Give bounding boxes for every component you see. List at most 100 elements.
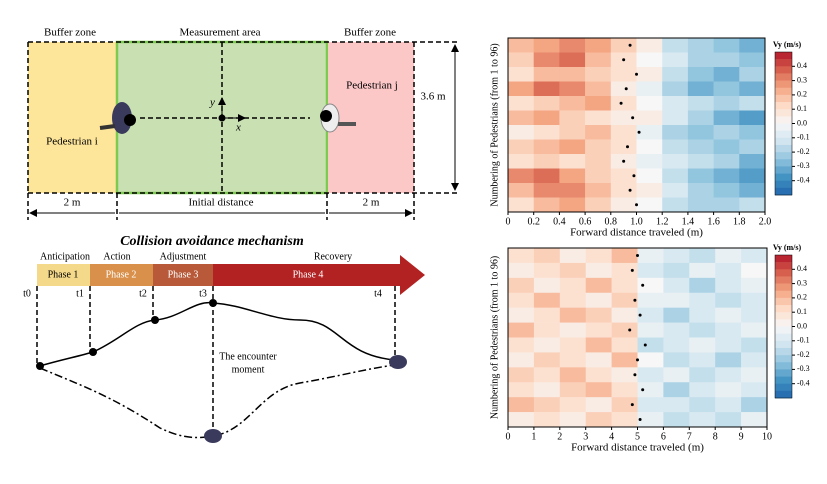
heat-cell — [508, 322, 535, 338]
colorbar-band — [775, 116, 792, 124]
heat-cell — [585, 96, 612, 111]
heat-cell — [741, 307, 768, 323]
heat-cell — [662, 125, 689, 140]
colorbar-band — [775, 94, 792, 103]
label: The encounter — [219, 351, 277, 362]
colorbar-band — [775, 66, 792, 74]
colorbar-band — [775, 340, 792, 349]
heat-cell — [508, 81, 534, 97]
label: x — [235, 122, 241, 134]
heat-cell — [687, 168, 714, 184]
heat-cell — [508, 248, 535, 264]
heat-cell — [585, 154, 612, 169]
heat-cell — [610, 139, 637, 155]
heat-cell — [533, 38, 560, 53]
heat-cell — [663, 322, 690, 338]
colorbar-tick-label: -0.1 — [797, 336, 810, 345]
colorbar-band — [775, 180, 792, 189]
heat-cell — [713, 183, 740, 198]
encounter-point — [641, 388, 645, 392]
heat-cell — [739, 168, 766, 184]
heat-cell — [559, 412, 586, 428]
encounter-point — [635, 72, 638, 76]
colorbar-band — [775, 130, 792, 139]
heat-cell — [636, 154, 663, 169]
heat-cell — [508, 38, 534, 53]
encounter-point — [638, 313, 642, 317]
heat-cell — [533, 292, 561, 308]
heat-cell — [533, 352, 561, 368]
x-tick-label: 0 — [506, 216, 511, 227]
buffer-zone — [28, 42, 117, 193]
heat-cell — [715, 397, 742, 413]
colorbar-band — [775, 362, 792, 370]
label: 2 m — [64, 197, 81, 209]
x-axis-label: Forward distance traveled (m) — [571, 442, 704, 454]
heat-cell — [533, 337, 561, 353]
heat-cell — [687, 139, 714, 155]
heat-cell — [508, 168, 534, 184]
label: Measurement area — [180, 27, 261, 39]
heat-cell — [741, 412, 768, 428]
x-tick-label: 2 — [557, 431, 562, 442]
label: Buffer zone — [44, 27, 96, 39]
heat-cell — [687, 38, 714, 53]
heat-cell — [559, 292, 586, 308]
heat-cell — [741, 382, 768, 398]
heat-cell — [585, 38, 612, 53]
x-tick-label: 10 — [762, 431, 772, 442]
heat-cell — [533, 262, 561, 279]
x-tick-label: 1 — [531, 431, 536, 442]
colorbar-band — [775, 80, 792, 89]
x-tick-label: 0.4 — [553, 216, 566, 227]
heat-cell — [585, 183, 612, 198]
colorbar-tick-label: -0.3 — [797, 364, 810, 373]
heat-cell — [636, 125, 663, 140]
heat-cell — [739, 183, 766, 198]
colorbar-tick-label: 0.4 — [797, 61, 807, 70]
label: t1 — [76, 288, 84, 299]
colorbar-band — [775, 319, 792, 327]
heat-cell — [741, 322, 768, 338]
heat-cell — [663, 277, 690, 294]
heat-cell — [739, 52, 766, 68]
colorbar-band — [775, 152, 792, 160]
colorbar-tick-label: -0.4 — [797, 379, 810, 388]
heat-cell — [508, 125, 534, 140]
colorbar-band — [775, 355, 792, 363]
heat-cell — [636, 52, 663, 68]
buffer-zone — [328, 42, 414, 193]
colorbar-tick-label: -0.2 — [797, 350, 810, 359]
colorbar-tick-label: 0.0 — [797, 118, 807, 127]
heat-cell — [663, 382, 690, 398]
encounter-point — [636, 253, 639, 257]
heat-cell — [508, 197, 534, 213]
x-tick-label: 1.0 — [630, 216, 643, 227]
origin — [218, 114, 226, 122]
heat-cell — [689, 292, 716, 308]
heat-cell — [637, 248, 664, 264]
encounter-point — [636, 358, 639, 362]
colorbar-tick-label: 0.0 — [797, 321, 807, 330]
heat-cell — [739, 125, 766, 140]
heat-cell — [636, 168, 663, 184]
encounter-point — [630, 268, 634, 272]
label: t0 — [23, 288, 31, 299]
heat-cell — [687, 81, 714, 97]
heat-cell — [533, 96, 560, 111]
heat-cell — [533, 367, 561, 383]
heat-cell — [585, 367, 612, 383]
heat-cell — [715, 367, 742, 383]
label: Pedestrian i — [46, 136, 98, 148]
heat-cell — [715, 277, 742, 294]
pedestrian-figure — [320, 103, 356, 133]
heat-cell — [559, 38, 586, 53]
colorbar-band — [775, 333, 792, 342]
heat-cell — [508, 292, 535, 308]
heat-cell — [713, 38, 740, 53]
heat-cell — [559, 183, 586, 198]
heat-cell — [689, 412, 716, 428]
heat-cell — [559, 168, 586, 184]
colorbar-band — [775, 369, 792, 377]
colorbar-band — [775, 276, 792, 284]
